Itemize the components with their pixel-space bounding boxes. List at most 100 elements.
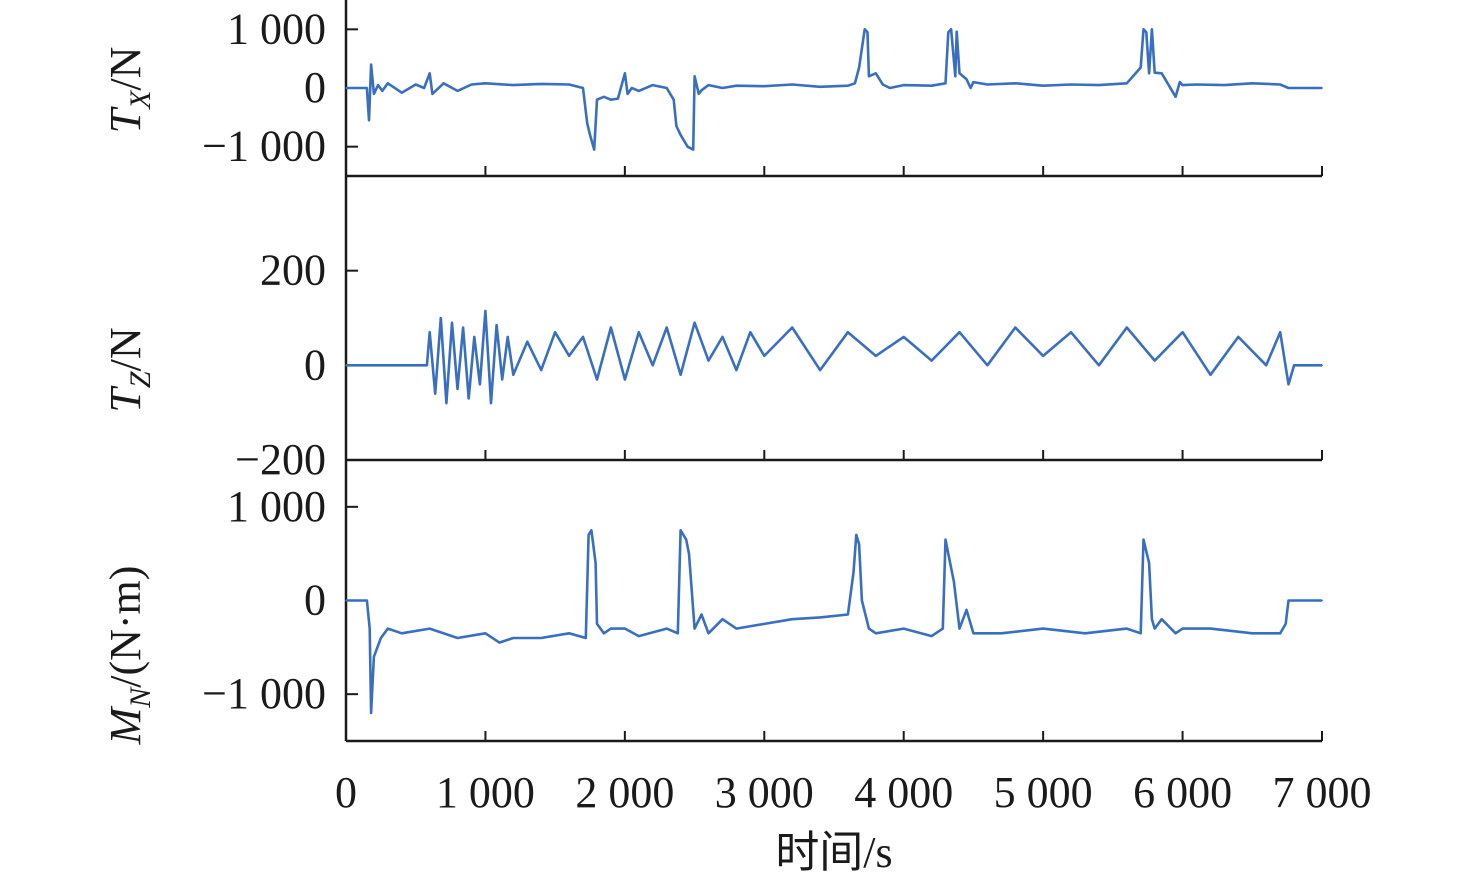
data-point: [969, 87, 972, 89]
data-point: [665, 87, 668, 89]
data-point: [512, 84, 515, 86]
data-point: [1125, 82, 1128, 85]
y-axis-label: TZ/N: [101, 327, 157, 412]
data-point: [1321, 87, 1323, 89]
y-axis-label-unit: /N: [101, 47, 150, 91]
data-point: [540, 637, 543, 639]
data-point: [735, 369, 738, 371]
data-point: [1014, 82, 1017, 85]
data-point: [986, 364, 989, 367]
data-point: [451, 321, 453, 324]
data-point: [679, 134, 682, 136]
data-point: [377, 84, 379, 86]
data-point: [610, 627, 612, 630]
data-point: [1287, 383, 1290, 386]
data-point: [586, 122, 589, 125]
data-point: [1151, 618, 1153, 621]
data-point: [366, 599, 368, 602]
data-point: [428, 72, 431, 75]
data-point: [1151, 28, 1153, 31]
data-point: [676, 632, 679, 635]
data-point: [495, 324, 498, 326]
data-point: [972, 632, 975, 635]
data-point: [1042, 84, 1044, 87]
data-point: [506, 336, 509, 338]
data-point: [626, 93, 629, 95]
data-point: [345, 87, 347, 89]
data-point: [386, 82, 389, 85]
data-point: [868, 627, 870, 630]
data-point: [1251, 632, 1254, 635]
data-point: [950, 28, 952, 31]
data-point: [944, 538, 947, 541]
chart-panel-2: −200 0 200 TZ/N: [101, 176, 1323, 484]
data-point: [902, 84, 905, 86]
data-point: [692, 148, 695, 151]
data-point: [1251, 82, 1254, 85]
data-point: [470, 83, 473, 86]
data-point: [431, 93, 434, 95]
y-axis-label-subscript: Z: [124, 371, 157, 388]
data-point: [596, 378, 598, 381]
data-point: [554, 331, 556, 334]
data-point: [819, 616, 821, 619]
data-point: [596, 98, 598, 101]
data-point: [858, 543, 860, 546]
data-point: [763, 623, 766, 625]
data-point: [462, 326, 464, 329]
data-point: [434, 392, 437, 395]
data-point: [1223, 84, 1226, 86]
data-point: [688, 552, 690, 555]
data-point: [1070, 83, 1072, 86]
data-point: [700, 89, 703, 92]
y-tick-label: −200: [235, 435, 326, 484]
data-point: [819, 85, 821, 88]
data-point: [439, 317, 442, 319]
data-point: [624, 72, 626, 75]
data-point: [941, 627, 944, 630]
data-point: [423, 87, 425, 89]
data-point: [590, 529, 593, 532]
data-point: [1181, 84, 1184, 86]
data-point: [791, 83, 794, 86]
chart-panel-3: −1 000 0 1 000 MN/(N·m) 0 1 000 2 000 3 000 4 00…: [101, 460, 1372, 877]
data-point: [624, 378, 626, 381]
data-point: [902, 627, 905, 630]
data-point: [693, 627, 696, 630]
data-point: [735, 627, 738, 630]
data-point: [954, 75, 957, 78]
y-tick-label: −1 000: [202, 122, 326, 171]
data-point: [947, 552, 950, 555]
data-point: [953, 580, 955, 583]
data-point: [1279, 83, 1282, 86]
data-point: [380, 637, 382, 639]
data-point: [1279, 632, 1282, 635]
data-point: [721, 336, 724, 338]
x-tick-label: 1 000: [436, 768, 535, 817]
data-point: [589, 134, 591, 136]
data-point: [603, 95, 605, 98]
data-point: [863, 28, 866, 31]
x-tick-label: 6 000: [1133, 768, 1232, 817]
data-point: [428, 331, 431, 334]
data-point: [965, 609, 968, 611]
data-point: [965, 78, 968, 81]
y-tick-label: −1 000: [202, 669, 326, 718]
data-point: [366, 87, 368, 89]
data-point: [854, 82, 856, 85]
data-point: [693, 321, 696, 324]
data-point: [874, 632, 877, 635]
data-point: [624, 627, 626, 630]
data-point: [386, 627, 389, 630]
data-point: [1125, 627, 1128, 630]
data-point: [651, 84, 654, 86]
data-point: [958, 627, 961, 630]
data-point: [1293, 87, 1295, 89]
data-point: [930, 635, 933, 637]
data-point: [930, 359, 933, 362]
data-point: [368, 627, 371, 630]
data-point: [1142, 28, 1145, 31]
data-point: [1279, 331, 1282, 334]
data-point: [498, 641, 501, 644]
